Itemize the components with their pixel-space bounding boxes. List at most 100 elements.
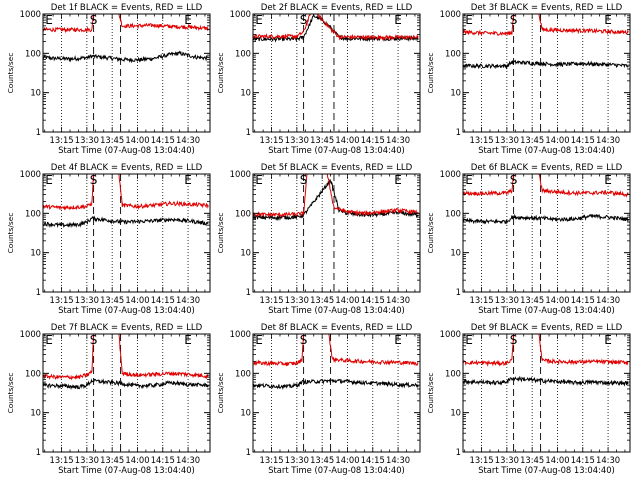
y-tick-label: 1000 <box>20 169 41 179</box>
y-tick-label: 1 <box>456 287 461 297</box>
y-tick-label: 100 <box>445 208 461 218</box>
x-tick-label: 13:45 <box>520 135 544 145</box>
x-tick-label: 13:30 <box>495 135 519 145</box>
y-tick-label: 1 <box>36 127 41 137</box>
y-tick-label: 100 <box>445 368 461 378</box>
events-series-line <box>463 59 629 70</box>
events-series-line <box>43 50 209 64</box>
x-tick-label: 14:00 <box>125 295 149 305</box>
axes-frame <box>252 13 421 133</box>
events-series-line <box>253 378 419 391</box>
x-tick-label: 13:15 <box>469 295 493 305</box>
x-tick-label: 14:00 <box>335 135 359 145</box>
series-group <box>253 334 419 391</box>
y-tick-label: 1000 <box>230 329 251 339</box>
series-group <box>43 334 209 391</box>
x-tick-label: 13:45 <box>520 295 544 305</box>
y-tick-label: 100 <box>25 208 41 218</box>
y-tick-label: 1000 <box>440 169 461 179</box>
x-tick-label: 13:15 <box>259 295 283 305</box>
chart-title: Det 7f BLACK = Events, RED = LLD <box>51 323 203 333</box>
x-axis-label: Start Time (07-Aug-08 13:04:40) <box>268 465 405 475</box>
x-tick-label: 14:15 <box>151 455 175 465</box>
events-series-line <box>463 375 629 387</box>
x-tick-label: 14:30 <box>176 295 200 305</box>
x-axis-label: Start Time (07-Aug-08 13:04:40) <box>268 145 405 155</box>
x-tick-label: 13:30 <box>285 455 309 465</box>
x-tick-label: 13:45 <box>100 135 124 145</box>
x-tick-label: 14:00 <box>545 295 569 305</box>
x-tick-label: 13:30 <box>495 295 519 305</box>
interval-marker-s: S <box>90 173 98 187</box>
y-axis-label: Counts/sec <box>6 373 15 414</box>
y-tick-label: 100 <box>25 368 41 378</box>
chart-panel-5: Det 5f BLACK = Events, RED = LLD 1 10 100 10… <box>216 163 421 315</box>
y-tick-label: 100 <box>25 48 41 58</box>
x-axis-label: Start Time (07-Aug-08 13:04:40) <box>478 305 615 315</box>
y-axis-label: Counts/sec <box>216 373 225 414</box>
interval-marker-e: E <box>184 333 192 347</box>
interval-marker-e: E <box>255 13 263 27</box>
x-tick-label: 14:00 <box>125 455 149 465</box>
interval-marker-s: S <box>90 333 98 347</box>
events-series-line <box>253 179 419 222</box>
y-tick-label: 1 <box>36 447 41 457</box>
interval-marker-e: E <box>394 173 402 187</box>
chart-panel-9: Det 9f BLACK = Events, RED = LLD 1 10 100 10… <box>426 323 631 475</box>
lld-series-line <box>43 14 209 34</box>
y-tick-label: 10 <box>240 408 251 418</box>
interval-marker-e: E <box>45 333 53 347</box>
series-group <box>43 174 209 229</box>
x-tick-label: 14:00 <box>545 135 569 145</box>
y-axis-label: Counts/sec <box>426 53 435 94</box>
interval-marker-e: E <box>255 173 263 187</box>
x-axis-label: Start Time (07-Aug-08 13:04:40) <box>58 465 195 475</box>
interval-marker-e: E <box>465 13 473 27</box>
x-tick-label: 14:30 <box>176 455 200 465</box>
axes-frame <box>42 333 211 453</box>
x-tick-label: 13:30 <box>285 135 309 145</box>
x-tick-label: 14:00 <box>125 135 149 145</box>
chart-title: Det 1f BLACK = Events, RED = LLD <box>51 3 203 13</box>
x-tick-label: 14:15 <box>361 295 385 305</box>
x-tick-label: 13:15 <box>49 295 73 305</box>
y-axis-label: Counts/sec <box>6 53 15 94</box>
x-tick-label: 13:15 <box>259 455 283 465</box>
y-tick-label: 100 <box>235 208 251 218</box>
y-tick-label: 10 <box>30 248 41 258</box>
x-tick-label: 13:30 <box>75 135 99 145</box>
chart-title: Det 3f BLACK = Events, RED = LLD <box>471 3 623 13</box>
y-tick-label: 1000 <box>20 9 41 19</box>
interval-marker-s: S <box>510 333 518 347</box>
chart-panel-8: Det 8f BLACK = Events, RED = LLD 1 10 100 10… <box>216 323 421 475</box>
interval-marker-e: E <box>394 333 402 347</box>
x-tick-label: 13:30 <box>75 455 99 465</box>
y-axis-label: Counts/sec <box>216 213 225 254</box>
lld-series-line <box>253 174 419 218</box>
events-series-line <box>463 213 629 225</box>
y-tick-label: 1000 <box>440 9 461 19</box>
chart-panel-3: Det 3f BLACK = Events, RED = LLD 1 10 100 10… <box>426 3 631 155</box>
y-axis-label: Counts/sec <box>426 213 435 254</box>
interval-marker-s: S <box>90 13 98 27</box>
y-tick-label: 100 <box>235 48 251 58</box>
lld-series-line <box>43 174 209 211</box>
x-tick-label: 14:15 <box>571 135 595 145</box>
x-tick-label: 13:45 <box>100 295 124 305</box>
series-group <box>253 174 419 222</box>
y-tick-label: 1 <box>246 127 251 137</box>
chart-panel-2: Det 2f BLACK = Events, RED = LLD 1 10 100 10… <box>216 3 421 155</box>
axes-frame <box>252 333 421 453</box>
chart-title: Det 4f BLACK = Events, RED = LLD <box>51 163 203 173</box>
interval-marker-e: E <box>465 333 473 347</box>
y-tick-label: 1 <box>246 447 251 457</box>
y-axis-label: Counts/sec <box>216 53 225 94</box>
axes-frame <box>42 173 211 293</box>
axes-frame <box>42 13 211 133</box>
x-tick-label: 13:45 <box>310 455 334 465</box>
x-tick-label: 14:30 <box>596 135 620 145</box>
axes-frame <box>462 173 631 293</box>
y-tick-label: 1 <box>36 287 41 297</box>
chart-title: Det 2f BLACK = Events, RED = LLD <box>261 3 413 13</box>
